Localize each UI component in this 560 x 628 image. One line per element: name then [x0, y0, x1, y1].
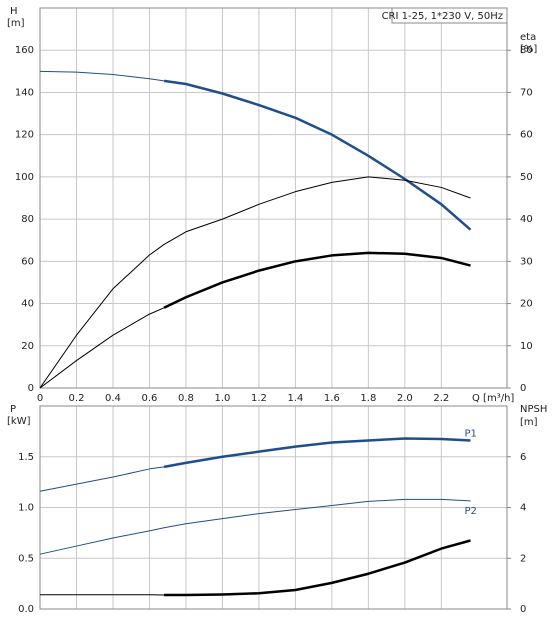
- y2-axis-title: NPSH: [520, 404, 547, 415]
- y2-axis-title: eta: [520, 32, 536, 43]
- y-axis-unit: [kW]: [7, 416, 31, 427]
- title-box: [391, 7, 508, 24]
- curve: [39, 70, 165, 82]
- y-tick-label: 40: [21, 299, 34, 310]
- curve: [163, 251, 471, 309]
- plot-frame: [39, 405, 508, 610]
- y2-tick-label: 0: [520, 604, 526, 615]
- y2-tick-label: 30: [520, 256, 533, 267]
- curve: [39, 176, 471, 389]
- y-axis-title: H: [10, 6, 18, 17]
- x-tick-label: 0: [37, 393, 43, 404]
- x-axis-title: Q [m³/h]: [472, 393, 514, 404]
- y2-axis-unit: [m]: [520, 417, 538, 428]
- y-tick-label: 0.5: [18, 553, 34, 564]
- plot-frame: [39, 7, 508, 389]
- y2-tick-label: 0: [520, 383, 526, 394]
- x-tick-label: 0.8: [178, 393, 194, 404]
- y-tick-label: 20: [21, 341, 34, 352]
- x-tick-label: 0.6: [142, 393, 158, 404]
- series-label: P1: [465, 429, 477, 440]
- x-tick-label: 0.4: [105, 393, 121, 404]
- x-tick-label: 2.2: [433, 393, 449, 404]
- curve: [163, 437, 471, 469]
- y2-tick-label: 2: [520, 553, 526, 564]
- y-tick-label: 140: [15, 87, 34, 98]
- y2-tick-label: 60: [520, 130, 533, 141]
- x-tick-label: 1.0: [214, 393, 230, 404]
- chart-title: CRI 1-25, 1*230 V, 50Hz: [382, 11, 503, 22]
- y-tick-label: 60: [21, 256, 34, 267]
- curve: [39, 307, 165, 389]
- curve: [39, 466, 165, 492]
- y-tick-label: 1.5: [18, 452, 34, 463]
- y-tick-label: 100: [15, 172, 34, 183]
- curve: [163, 79, 472, 231]
- x-tick-label: 1.4: [287, 393, 303, 404]
- x-tick-label: 1.8: [360, 393, 376, 404]
- x-tick-label: 2.0: [397, 393, 413, 404]
- y-tick-label: 120: [15, 130, 34, 141]
- y2-tick-label: 4: [520, 503, 526, 514]
- x-tick-label: 1.2: [251, 393, 267, 404]
- curve: [39, 498, 471, 555]
- curve: [164, 539, 471, 597]
- x-tick-label: 1.6: [324, 393, 340, 404]
- y2-tick-label: 40: [520, 214, 533, 225]
- y2-tick-label: 10: [520, 341, 533, 352]
- y2-tick-label: 6: [520, 452, 526, 463]
- y2-tick-label: 70: [520, 87, 533, 98]
- y-tick-label: 0: [28, 383, 34, 394]
- y-tick-label: 160: [15, 45, 34, 56]
- y-tick-label: 80: [21, 214, 34, 225]
- y2-tick-label: 50: [520, 172, 533, 183]
- x-tick-label: 0.2: [69, 393, 85, 404]
- y2-tick-label: 80: [520, 45, 533, 56]
- y-axis-title: P: [10, 404, 16, 415]
- y2-axis-unit: [%]: [520, 44, 537, 55]
- y-axis-unit: [m]: [7, 18, 25, 29]
- y-tick-label: 0.0: [18, 604, 34, 615]
- y-tick-label: 1.0: [18, 503, 34, 514]
- series-label: P2: [465, 506, 477, 517]
- y2-tick-label: 20: [520, 299, 533, 310]
